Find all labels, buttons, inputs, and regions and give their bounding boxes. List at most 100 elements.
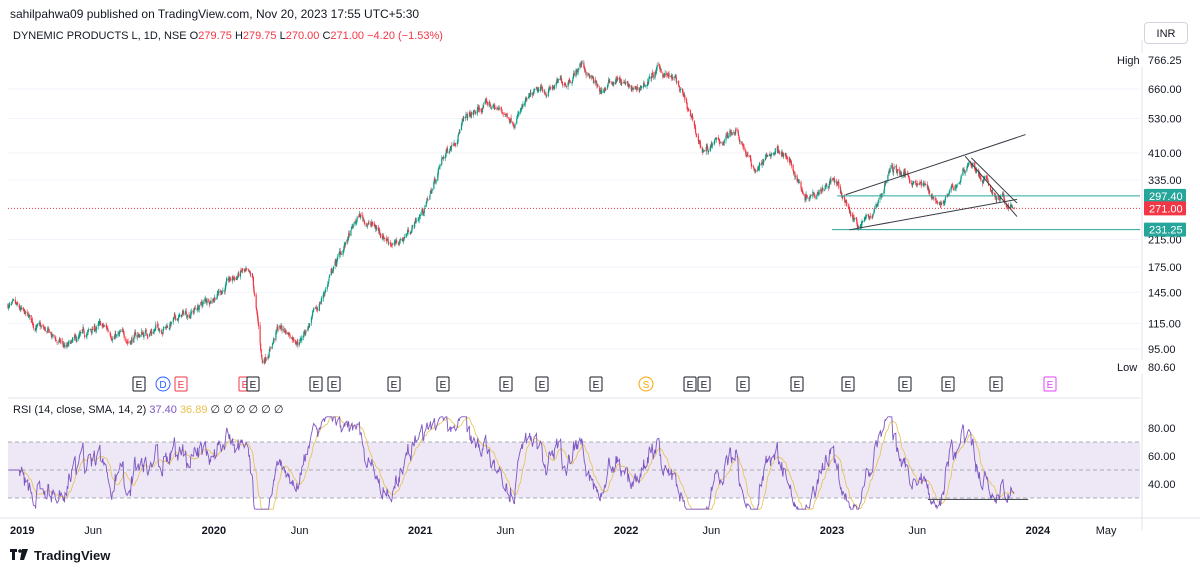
- candle: [790, 160, 793, 169]
- earnings-marker[interactable]: S: [638, 376, 654, 392]
- candle: [384, 237, 386, 242]
- candle: [419, 212, 421, 220]
- earnings-marker[interactable]: E: [683, 376, 697, 392]
- candle: [627, 82, 630, 90]
- time-tick-label: Jun: [908, 525, 926, 537]
- earnings-marker[interactable]: E: [132, 376, 146, 392]
- candle: [656, 66, 658, 74]
- earnings-marker-label: E: [503, 380, 510, 391]
- candle: [544, 89, 546, 94]
- candle: [610, 81, 613, 84]
- earnings-marker[interactable]: E: [436, 376, 450, 392]
- candle: [577, 67, 579, 75]
- earnings-marker[interactable]: E: [697, 376, 711, 392]
- candle: [83, 329, 85, 335]
- candle: [571, 80, 573, 87]
- candle: [888, 168, 890, 177]
- candle: [214, 297, 216, 302]
- candle: [54, 336, 56, 342]
- earnings-marker[interactable]: E: [327, 376, 341, 392]
- earnings-marker[interactable]: E: [309, 376, 323, 392]
- earnings-marker[interactable]: E: [790, 376, 804, 392]
- candle: [362, 212, 364, 223]
- earnings-marker-label: E: [440, 380, 447, 391]
- candle: [721, 141, 723, 144]
- candle: [366, 225, 368, 230]
- brand-footer[interactable]: TradingView: [10, 548, 110, 563]
- candle: [24, 310, 27, 317]
- candle: [597, 84, 599, 87]
- candle: [28, 313, 31, 320]
- candle: [320, 295, 323, 305]
- candle: [737, 129, 740, 137]
- candle: [16, 300, 19, 305]
- earnings-marker[interactable]: E: [898, 376, 912, 392]
- candle: [218, 288, 220, 296]
- candle: [350, 229, 352, 237]
- earnings-marker-label: E: [593, 380, 600, 391]
- candle: [960, 173, 962, 181]
- earnings-marker[interactable]: E: [246, 376, 260, 392]
- earnings-marker[interactable]: E: [841, 376, 855, 392]
- candle: [102, 322, 104, 329]
- earnings-marker[interactable]: E: [387, 376, 401, 392]
- candle: [684, 93, 686, 103]
- price-tick-label: 530.00: [1148, 113, 1182, 125]
- close-label: C: [322, 30, 331, 42]
- candle: [569, 80, 571, 83]
- candle: [164, 326, 166, 329]
- candle: [932, 195, 935, 201]
- earnings-marker[interactable]: D: [155, 376, 171, 392]
- candle: [110, 335, 112, 341]
- candle: [285, 329, 287, 335]
- candle: [725, 133, 727, 144]
- candle: [731, 131, 733, 136]
- rsi-axis[interactable]: 80.00 60.00 40.00: [1148, 423, 1176, 491]
- earnings-marker-label: E: [740, 380, 747, 391]
- rsi-title[interactable]: RSI (14, close, SMA, 14, 2): [13, 404, 147, 416]
- candle: [678, 85, 680, 88]
- candle: [678, 80, 680, 88]
- earnings-marker[interactable]: E: [499, 376, 513, 392]
- candle: [771, 152, 773, 156]
- earnings-marker[interactable]: E: [174, 376, 188, 392]
- candle: [208, 298, 210, 303]
- candle: [170, 321, 173, 324]
- candle: [52, 334, 54, 338]
- candle: [88, 327, 90, 332]
- candle: [327, 281, 329, 288]
- candle: [190, 309, 192, 319]
- candle: [963, 166, 965, 172]
- time-tick-label: Jun: [497, 525, 515, 537]
- candle: [557, 78, 560, 84]
- trendlines[interactable]: [845, 134, 1026, 231]
- earnings-marker[interactable]: E: [535, 376, 549, 392]
- candle: [675, 74, 677, 85]
- earnings-marker[interactable]: E: [589, 376, 603, 392]
- candle: [301, 334, 303, 344]
- price-axis[interactable]: 660.00 530.00 410.00 335.00 215.00 175.00 145.…: [1113, 53, 1190, 374]
- candle: [583, 65, 586, 73]
- time-axis[interactable]: 2019 Jun 2020 Jun 2021 Jun 2022 Jun 2023 Jun 2024 M…: [0, 517, 1200, 537]
- earnings-marker[interactable]: E: [941, 376, 955, 392]
- earnings-marker[interactable]: E: [989, 376, 1003, 392]
- currency-button[interactable]: INR: [1144, 22, 1188, 44]
- candle: [186, 313, 188, 321]
- price-candles: [7, 59, 1015, 365]
- earnings-marker[interactable]: E: [736, 376, 750, 392]
- candle: [248, 270, 251, 274]
- high-value: 279.75: [242, 30, 277, 42]
- candle: [403, 234, 406, 241]
- candle: [95, 329, 97, 334]
- symbol-name[interactable]: DYNEMIC PRODUCTS L, 1D, NSE: [13, 30, 187, 42]
- candle: [522, 101, 524, 109]
- earnings-marker-future[interactable]: E: [1043, 376, 1057, 392]
- candle: [569, 78, 571, 85]
- price-label-level: 297.40: [1144, 188, 1186, 203]
- candle: [833, 175, 835, 186]
- rsi-tick-label: 80.00: [1148, 423, 1176, 435]
- candle: [178, 312, 181, 318]
- candle: [924, 181, 926, 187]
